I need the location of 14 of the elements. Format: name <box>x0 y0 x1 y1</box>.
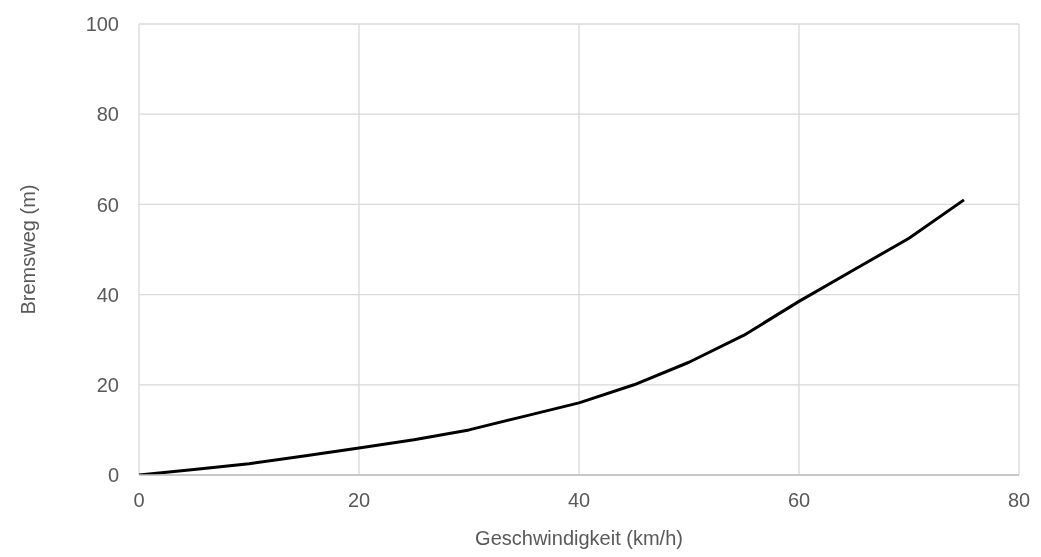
y-axis-title: Bremsweg (m) <box>17 184 40 315</box>
x-axis-title: Geschwindigkeit (km/h) <box>475 527 683 549</box>
y-tick-label: 100 <box>85 13 119 36</box>
x-tick-label: 40 <box>567 489 591 512</box>
y-tick-label: 20 <box>96 373 119 396</box>
y-tick-label: 60 <box>96 193 119 216</box>
x-tick-label: 20 <box>347 489 371 512</box>
y-tick-label: 0 <box>107 464 119 487</box>
y-tick-label: 80 <box>96 103 119 126</box>
x-tick-label: 60 <box>787 489 811 512</box>
x-tick-label: 80 <box>1007 489 1031 512</box>
line-series <box>139 198 966 475</box>
x-tick-label: 0 <box>133 489 145 512</box>
y-tick-label: 40 <box>96 283 119 306</box>
